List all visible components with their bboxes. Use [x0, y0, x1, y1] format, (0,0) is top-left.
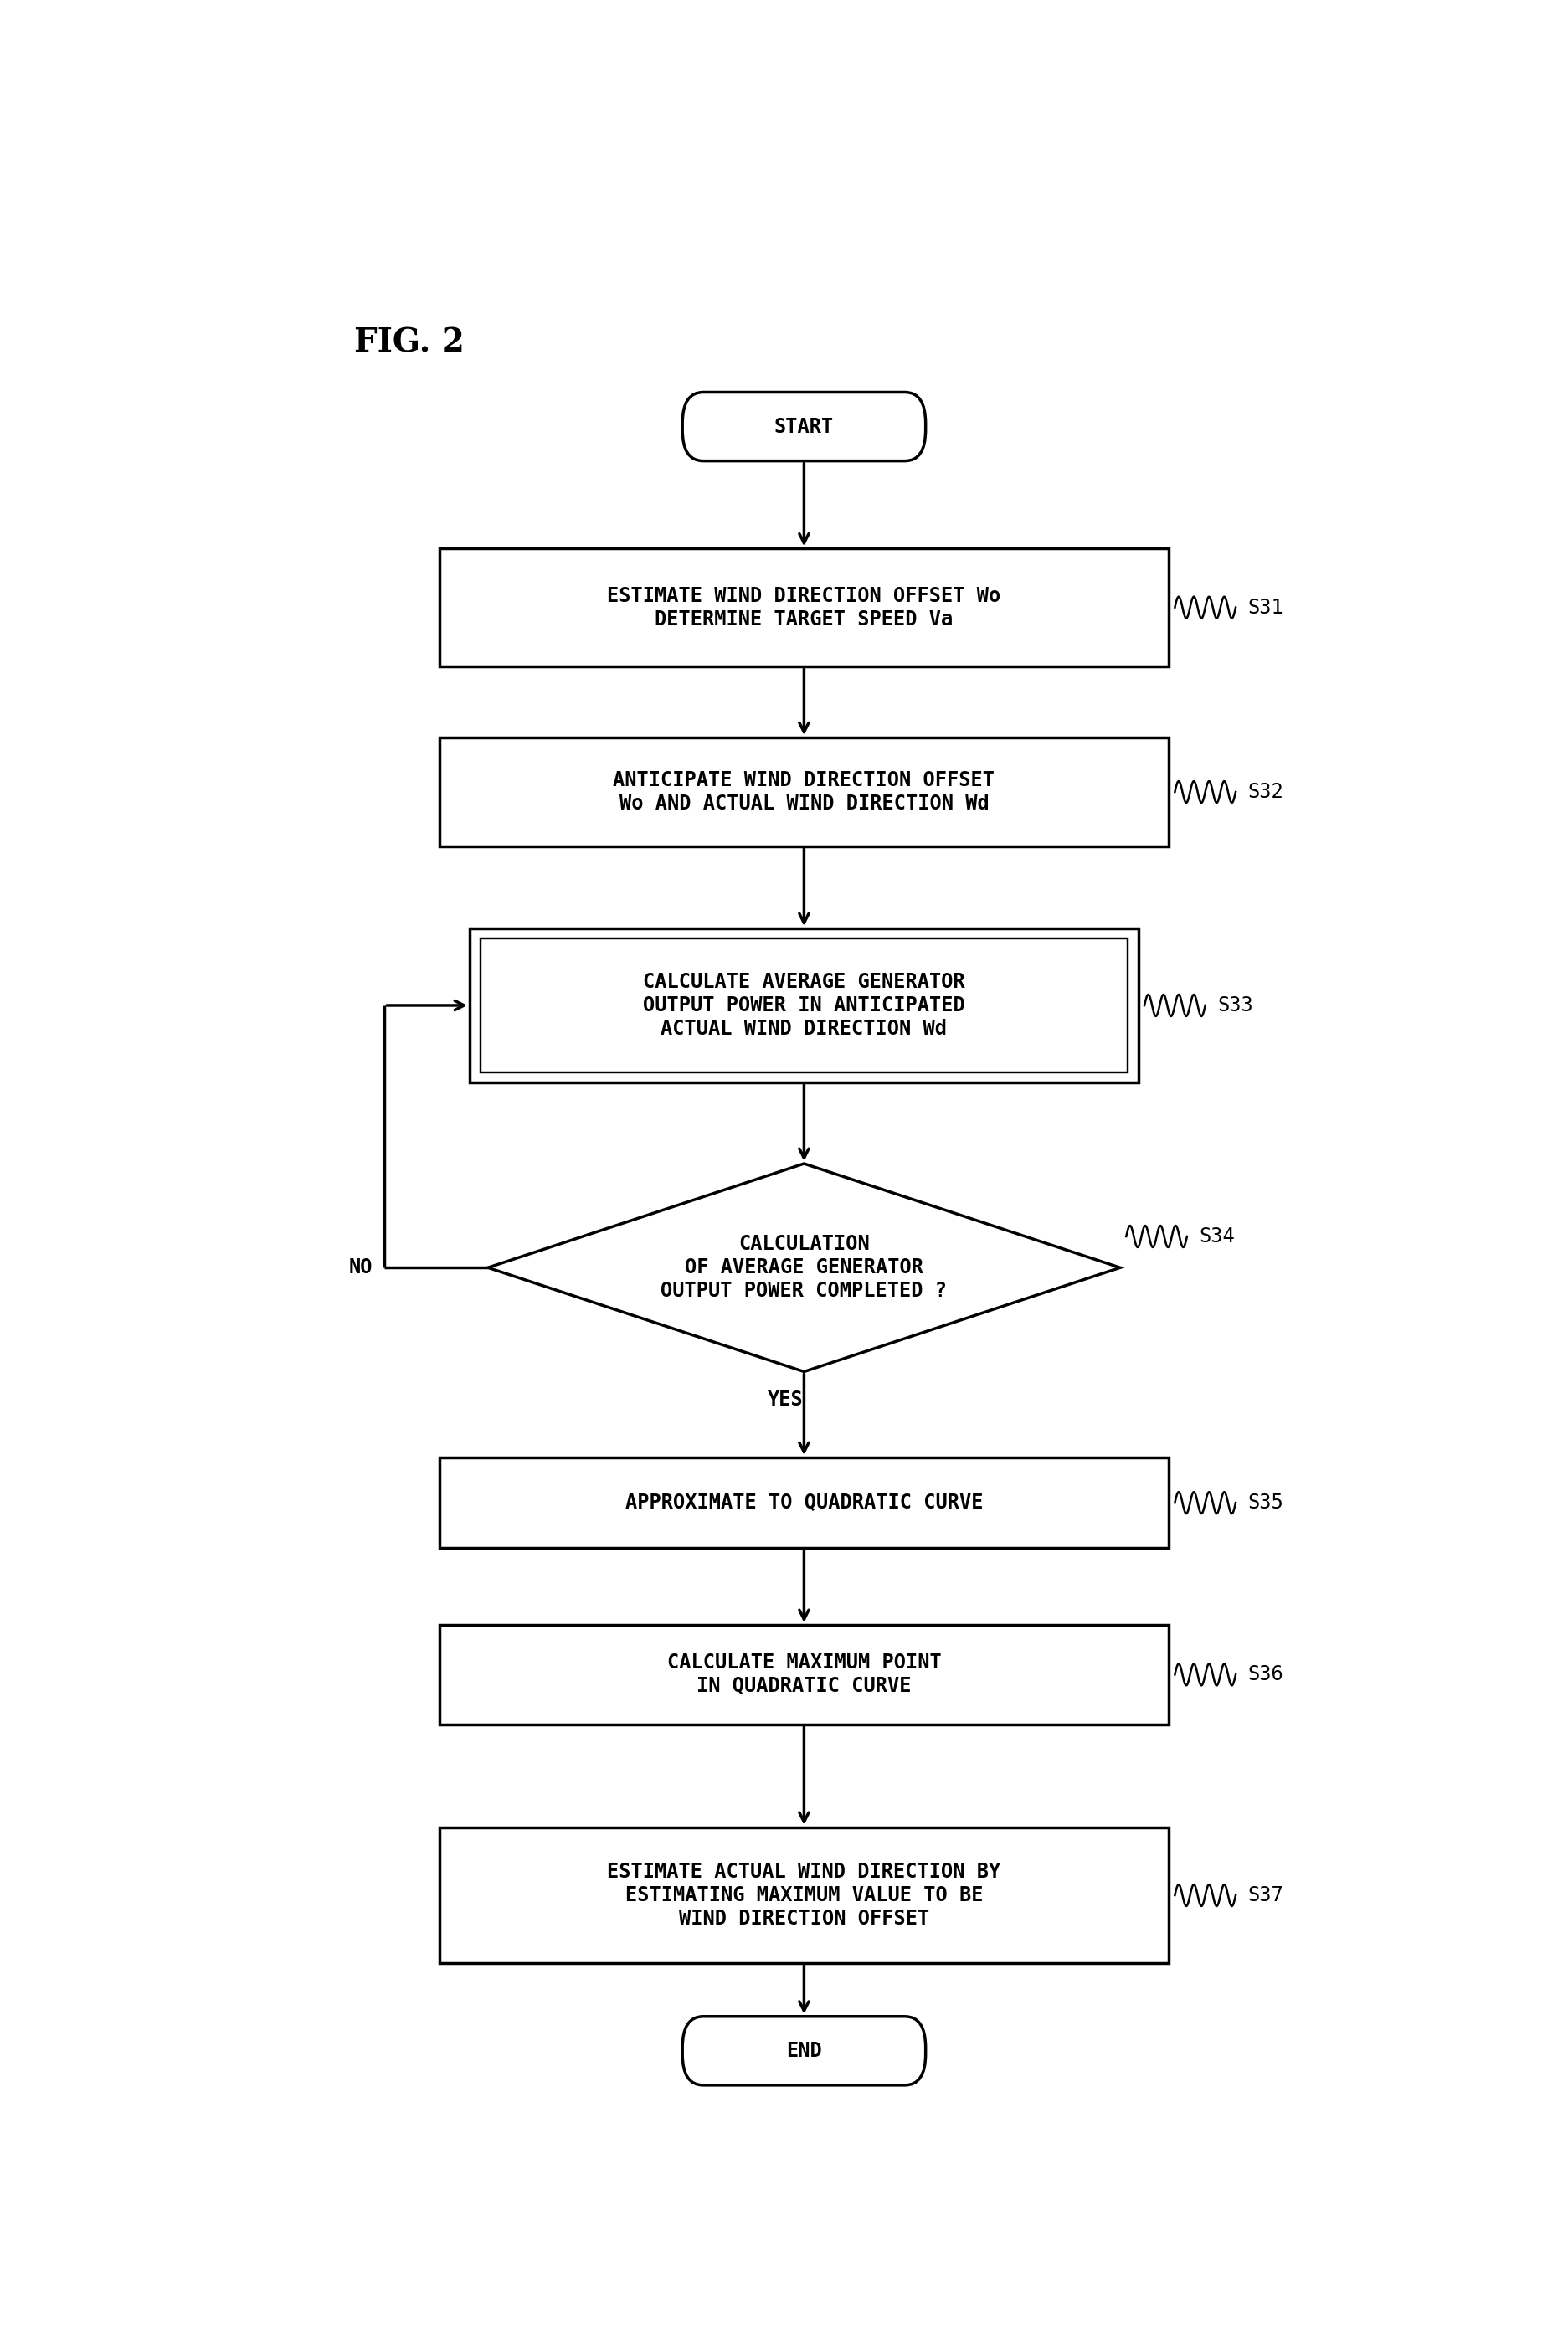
Text: ESTIMATE ACTUAL WIND DIRECTION BY
ESTIMATING MAXIMUM VALUE TO BE
WIND DIRECTION : ESTIMATE ACTUAL WIND DIRECTION BY ESTIMA…: [607, 1863, 1000, 1929]
Bar: [439, 1828, 1168, 1964]
Text: ANTICIPATE WIND DIRECTION OFFSET
Wo AND ACTUAL WIND DIRECTION Wd: ANTICIPATE WIND DIRECTION OFFSET Wo AND …: [613, 770, 994, 813]
Text: START: START: [773, 416, 834, 437]
Bar: [439, 1456, 1168, 1548]
FancyBboxPatch shape: [682, 392, 925, 460]
Text: CALCULATION
OF AVERAGE GENERATOR
OUTPUT POWER COMPLETED ?: CALCULATION OF AVERAGE GENERATOR OUTPUT …: [660, 1233, 947, 1301]
Bar: [439, 1626, 1168, 1724]
Bar: [439, 738, 1168, 846]
Text: S37: S37: [1247, 1886, 1283, 1905]
Text: S33: S33: [1217, 996, 1253, 1015]
Text: S32: S32: [1247, 782, 1283, 801]
Text: ESTIMATE WIND DIRECTION OFFSET Wo
DETERMINE TARGET SPEED Va: ESTIMATE WIND DIRECTION OFFSET Wo DETERM…: [607, 585, 1000, 630]
Text: END: END: [786, 2041, 822, 2060]
Text: NO: NO: [348, 1257, 372, 1278]
Bar: [480, 937, 1127, 1073]
Text: S34: S34: [1198, 1226, 1234, 1247]
FancyBboxPatch shape: [682, 2015, 925, 2086]
Polygon shape: [488, 1163, 1120, 1372]
Text: APPROXIMATE TO QUADRATIC CURVE: APPROXIMATE TO QUADRATIC CURVE: [624, 1492, 983, 1513]
Bar: [469, 928, 1138, 1083]
Text: S35: S35: [1247, 1492, 1283, 1513]
Text: FIG. 2: FIG. 2: [354, 327, 464, 359]
Bar: [439, 550, 1168, 667]
Text: S31: S31: [1247, 597, 1283, 618]
Text: S36: S36: [1247, 1665, 1283, 1684]
Text: CALCULATE MAXIMUM POINT
IN QUADRATIC CURVE: CALCULATE MAXIMUM POINT IN QUADRATIC CUR…: [666, 1654, 941, 1696]
Text: YES: YES: [767, 1391, 803, 1409]
Text: CALCULATE AVERAGE GENERATOR
OUTPUT POWER IN ANTICIPATED
ACTUAL WIND DIRECTION Wd: CALCULATE AVERAGE GENERATOR OUTPUT POWER…: [643, 972, 964, 1038]
